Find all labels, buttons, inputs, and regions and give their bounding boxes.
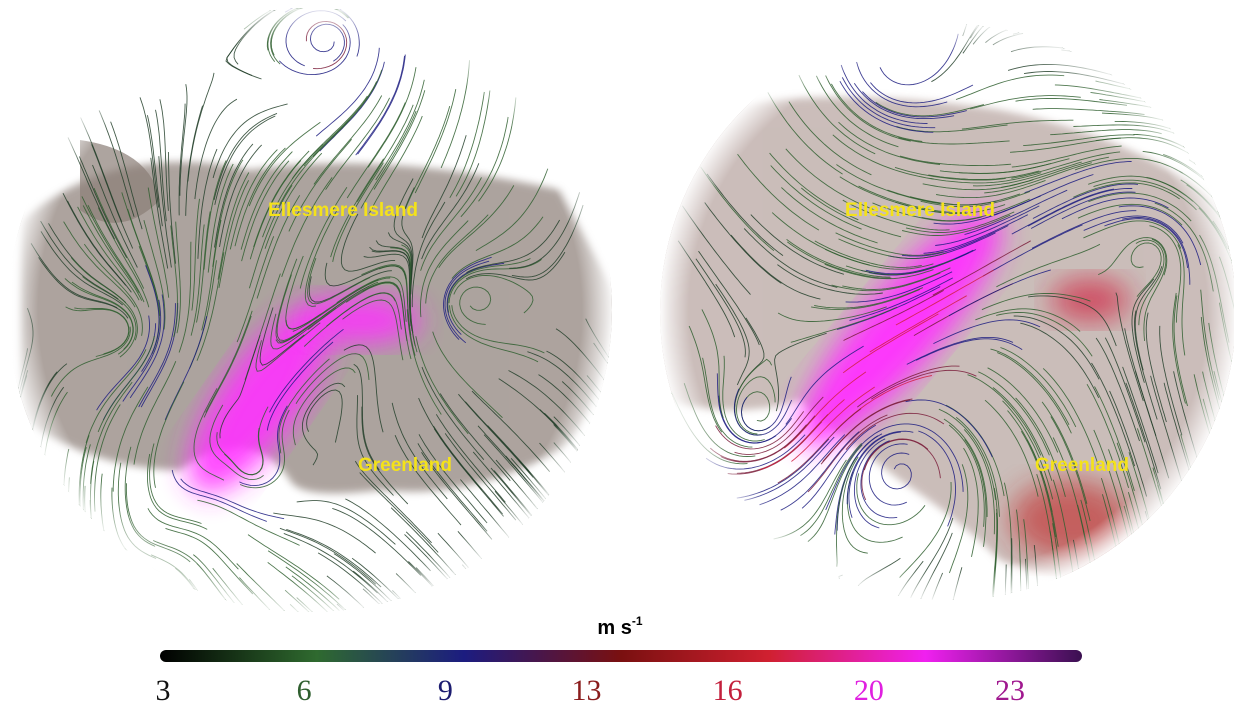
colorbar-tick-label: 9: [438, 674, 453, 707]
map-panel: [660, 0, 1234, 682]
colorbar-tick-label: 6: [297, 674, 312, 707]
map-label: Greenland: [1035, 455, 1129, 476]
map-panel: [8, 0, 655, 687]
colorbar-unit: m s-1: [597, 614, 642, 639]
streamline: [392, 590, 466, 674]
streamline: [839, 575, 860, 682]
colorbar-tick-label: 16: [713, 674, 743, 707]
map-label: Ellesmere Island: [845, 200, 995, 221]
colorbar-tick-label: 13: [572, 674, 602, 707]
figure: Ellesmere Island Greenland Ellesmere Isl…: [0, 0, 1234, 710]
map-label: Ellesmere Island: [268, 200, 418, 221]
colorbar: [160, 650, 1082, 662]
streamline: [337, 604, 412, 687]
colorbar-tick-label: 20: [854, 674, 884, 707]
streamline: [1145, 511, 1173, 619]
streamline: [450, 569, 521, 656]
unit-base: m s: [597, 617, 631, 639]
colorbar-tick-label: 23: [995, 674, 1025, 707]
streamline: [534, 504, 602, 593]
unit-exponent: -1: [632, 614, 643, 628]
map-label: Greenland: [358, 455, 452, 476]
colorbar-tick-label: 3: [156, 674, 171, 707]
streamline: [462, 565, 532, 652]
